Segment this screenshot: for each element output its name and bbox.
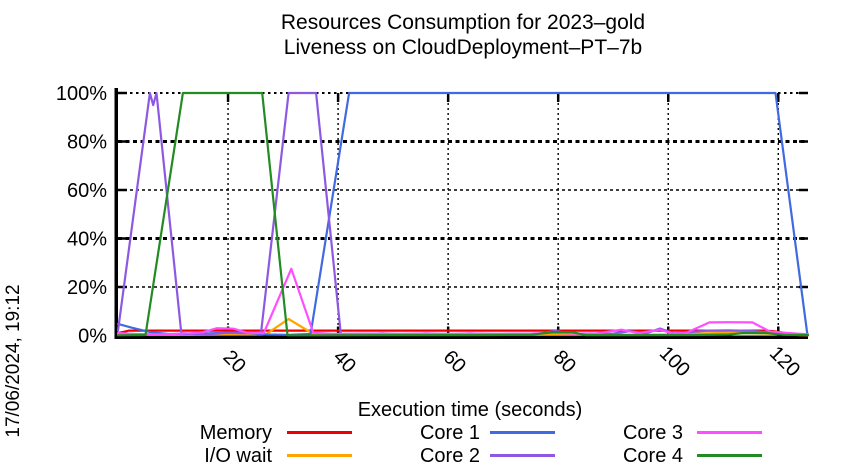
- chart-title-line-2: Liveness on CloudDeployment–PT–7b: [283, 36, 643, 59]
- timestamp-label: 17/06/2024, 19:12: [3, 284, 24, 438]
- y-tick-label-100: 100%: [56, 83, 107, 105]
- series-line-core-2: [116, 91, 810, 336]
- x-axis-label: Execution time (seconds): [357, 399, 583, 421]
- legend-swatch-core3: [697, 431, 762, 434]
- x-tick-label-100: 100: [655, 342, 694, 381]
- y-tick-label-60: 60%: [67, 180, 107, 202]
- legend-label-core1: Core 1: [419, 422, 480, 444]
- legend-swatch-core2: [490, 454, 555, 457]
- legend-label-core3: Core 3: [622, 422, 683, 444]
- legend-swatch-core4: [697, 454, 762, 457]
- series-line-core-3: [116, 267, 810, 336]
- chart-title-line-1: Resources Consumption for 2023–gold: [280, 11, 646, 34]
- legend-label-memory: Memory: [199, 422, 272, 444]
- legend-label-io-wait: I/O wait: [204, 445, 272, 467]
- x-tick-label-60: 60: [439, 346, 470, 377]
- y-tick-label-0: 0%: [78, 326, 107, 348]
- legend-label-core4: Core 4: [622, 445, 683, 467]
- series-line-core-4: [116, 91, 810, 337]
- series-line-core-1: [116, 91, 809, 336]
- legend-swatch-io-wait: [287, 454, 352, 457]
- x-tick-label-20: 20: [219, 346, 250, 377]
- legend-label-core2: Core 2: [419, 445, 480, 467]
- y-tick-label-40: 40%: [67, 229, 107, 251]
- y-tick-label-20: 20%: [67, 277, 107, 299]
- x-tick-label-120: 120: [765, 342, 804, 381]
- x-tick-label-40: 40: [329, 346, 360, 377]
- x-tick-label-80: 80: [549, 346, 580, 377]
- y-tick-label-80: 80%: [67, 132, 107, 154]
- x-axis-line: [114, 335, 808, 339]
- legend-swatch-memory: [287, 431, 352, 434]
- legend-swatch-core1: [490, 431, 555, 434]
- y-axis-line: [114, 88, 118, 339]
